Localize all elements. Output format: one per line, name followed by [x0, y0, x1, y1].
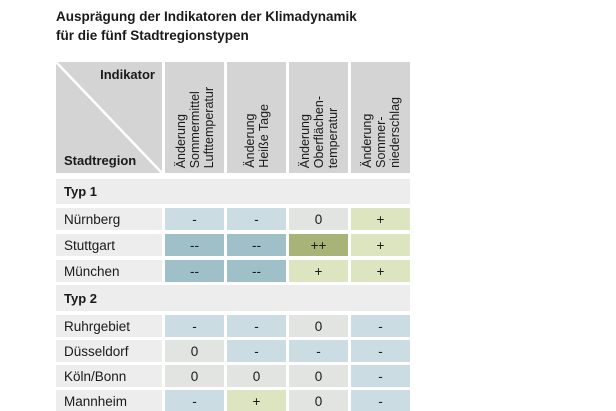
table-row: Ruhrgebiet - -0- [56, 315, 410, 337]
row-label: München [56, 260, 162, 282]
table-row: Düsseldorf 0- - - [56, 340, 410, 362]
value-cell: - [165, 390, 224, 411]
table-row: Köln/Bonn 0 0 0- [56, 365, 410, 387]
value-cell: - [227, 340, 286, 362]
value-cell: 0 [165, 365, 224, 387]
table-body: Typ 1 Nürnberg - -0 + Stuttgart -- -- ++ + München… [56, 179, 410, 411]
value-cell: 0 [289, 208, 348, 230]
value-cell: 0 [289, 315, 348, 337]
figure-title: Ausprägung der Indikatoren der Klimadyna… [56, 9, 357, 43]
diagonal-divider [56, 62, 162, 173]
value-cell: -- [165, 234, 224, 256]
value-cell: + [351, 234, 410, 256]
value-cell: 0 [289, 365, 348, 387]
corner-label-stadtregion: Stadtregion [64, 153, 137, 168]
value-cell: + [351, 208, 410, 230]
corner-label-indikator: Indikator [100, 67, 155, 82]
value-cell: - [165, 208, 224, 230]
column-headers: Änderung Sommermittel Lufttemperatur Ände… [165, 62, 413, 173]
row-group: Typ 2 Ruhrgebiet - -0- Düsseldorf 0- - - Köln/Bo… [56, 285, 410, 411]
value-cell: - [351, 315, 410, 337]
row-label: Ruhrgebiet [56, 315, 162, 337]
value-cell: + [289, 260, 348, 282]
value-cell: - [165, 315, 224, 337]
corner-cell: Indikator Stadtregion [56, 62, 162, 173]
value-cell: -- [165, 260, 224, 282]
value-cell: -- [227, 234, 286, 256]
value-cell: - [227, 315, 286, 337]
row-label: Nürnberg [56, 208, 162, 230]
value-cell: - [351, 340, 410, 362]
column-header-label: Änderung Heiße Tage [242, 104, 271, 168]
column-header-label: Änderung Oberflächen- temperatur [297, 95, 340, 168]
value-cell: - [351, 365, 410, 387]
value-cell: + [351, 260, 410, 282]
column-header: Änderung Sommer- niederschlag [351, 62, 410, 173]
row-label: Mannheim [56, 390, 162, 411]
value-cell: + [227, 390, 286, 411]
table-row: Nürnberg - -0 + [56, 208, 410, 230]
value-cell: 0 [165, 340, 224, 362]
group-band: Typ 2 [56, 285, 410, 311]
column-header: Änderung Heiße Tage [227, 62, 286, 173]
column-header-label: Änderung Sommer- niederschlag [359, 97, 402, 168]
table-row: Stuttgart -- -- ++ + [56, 234, 410, 256]
table-row: München -- -- + + [56, 260, 410, 282]
table-row: Mannheim - +0- [56, 390, 410, 411]
value-cell: 0 [289, 390, 348, 411]
row-label: Düsseldorf [56, 340, 162, 362]
column-header-label: Änderung Sommermittel Lufttemperatur [173, 86, 216, 168]
climate-indicator-table: Indikator Stadtregion Änderung Sommermit… [56, 62, 410, 411]
row-label: Stuttgart [56, 234, 162, 256]
value-cell: - [289, 340, 348, 362]
row-label: Köln/Bonn [56, 365, 162, 387]
value-cell: -- [227, 260, 286, 282]
column-header: Änderung Oberflächen- temperatur [289, 62, 348, 173]
value-cell: - [227, 208, 286, 230]
table-header: Indikator Stadtregion Änderung Sommermit… [56, 62, 410, 173]
value-cell: - [351, 390, 410, 411]
value-cell: ++ [289, 234, 348, 256]
value-cell: 0 [227, 365, 286, 387]
row-group: Typ 1 Nürnberg - -0 + Stuttgart -- -- ++ + München… [56, 179, 410, 282]
group-band: Typ 1 [56, 179, 410, 204]
column-header: Änderung Sommermittel Lufttemperatur [165, 62, 224, 173]
